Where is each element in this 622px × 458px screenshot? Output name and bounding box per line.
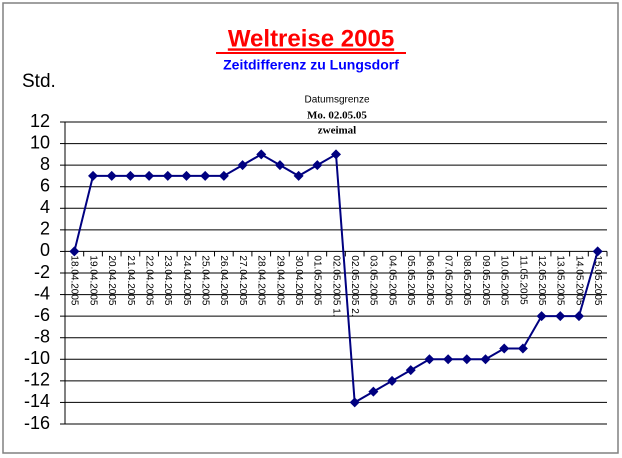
x-tick-label: 09.05.2005 — [480, 255, 491, 305]
y-tick-label: 4 — [40, 197, 50, 217]
x-tick-label: 15.05.2005 — [592, 255, 603, 305]
marker — [125, 170, 136, 181]
y-tick-label: 6 — [40, 175, 50, 195]
x-tick-label: 03.05.2005 — [368, 255, 379, 305]
x-tick-label: 18.04.2005 — [69, 255, 80, 305]
marker — [573, 311, 584, 322]
x-tick-label: 25.04.2005 — [200, 255, 211, 305]
marker — [424, 354, 435, 365]
marker — [443, 354, 454, 365]
annotation: zweimal — [318, 125, 356, 137]
x-tick-label: 22.04.2005 — [143, 255, 154, 305]
y-tick-label: -6 — [34, 305, 50, 325]
marker — [144, 170, 155, 181]
marker — [237, 160, 248, 171]
marker — [461, 354, 472, 365]
y-tick-label: 10 — [30, 132, 50, 152]
y-tick-label: -16 — [24, 413, 50, 433]
marker — [218, 170, 229, 181]
y-tick-label: -14 — [24, 391, 50, 411]
x-tick-label: 02.05.2005 2. — [349, 255, 360, 316]
marker — [387, 375, 398, 386]
chart-frame — [2, 2, 619, 454]
y-tick-label: -10 — [24, 348, 50, 368]
marker — [106, 170, 117, 181]
marker — [162, 170, 173, 181]
y-tick-label: 8 — [40, 154, 50, 174]
x-tick-label: 01.05.2005 — [312, 255, 323, 305]
x-tick-label: 02.05.2005 1. — [330, 255, 341, 316]
x-tick-label: 27.04.2005 — [237, 255, 248, 305]
marker — [349, 397, 360, 408]
x-tick-label: 11.05.2005 — [517, 255, 528, 305]
x-tick-label: 23.04.2005 — [162, 255, 173, 305]
marker — [274, 160, 285, 171]
x-tick-label: 04.05.2005 — [386, 255, 397, 305]
x-tick-label: 10.05.2005 — [499, 255, 510, 305]
x-tick-label: 29.04.2005 — [274, 255, 285, 305]
x-tick-label: 14.05.2005 — [573, 255, 584, 305]
marker — [555, 311, 566, 322]
x-tick-label: 08.05.2005 — [461, 255, 472, 305]
x-tick-label: 13.05.2005 — [555, 255, 566, 305]
x-tick-label: 28.04.2005 — [256, 255, 267, 305]
x-tick-label: 24.04.2005 — [181, 255, 192, 305]
marker — [256, 149, 267, 160]
x-tick-label: 21.04.2005 — [125, 255, 136, 305]
marker — [517, 343, 528, 354]
y-tick-label: 12 — [30, 111, 50, 131]
y-tick-label: -4 — [34, 283, 50, 303]
x-tick-label: 06.05.2005 — [424, 255, 435, 305]
marker — [293, 170, 304, 181]
marker — [88, 170, 99, 181]
y-tick-label: -2 — [34, 262, 50, 282]
y-tick-label: 2 — [40, 219, 50, 239]
marker — [181, 170, 192, 181]
marker — [368, 386, 379, 397]
x-tick-label: 12.05.2005 — [536, 255, 547, 305]
marker — [69, 246, 80, 257]
marker — [499, 343, 510, 354]
marker — [405, 365, 416, 376]
annotation: Mo. 02.05.05 — [307, 110, 367, 122]
chart-title: Weltreise 2005 — [228, 25, 394, 52]
y-tick-label: -12 — [24, 370, 50, 390]
x-tick-label: 30.04.2005 — [293, 255, 304, 305]
x-tick-label: 20.04.2005 — [106, 255, 117, 305]
y-axis-label: Std. — [22, 71, 56, 92]
marker — [536, 311, 547, 322]
marker — [312, 160, 323, 171]
x-tick-label: 26.04.2005 — [218, 255, 229, 305]
marker — [480, 354, 491, 365]
annotation: Datumsgrenze — [304, 95, 369, 106]
x-tick-label: 19.04.2005 — [87, 255, 98, 305]
marker — [331, 149, 341, 160]
marker — [200, 170, 211, 181]
x-tick-label: 05.05.2005 — [405, 255, 416, 305]
x-tick-label: 07.05.2005 — [442, 255, 453, 305]
y-tick-label: 0 — [40, 240, 50, 260]
chart-subtitle: Zeitdifferenz zu Lungsdorf — [223, 57, 399, 73]
marker — [592, 246, 603, 257]
y-tick-label: -8 — [34, 326, 50, 346]
